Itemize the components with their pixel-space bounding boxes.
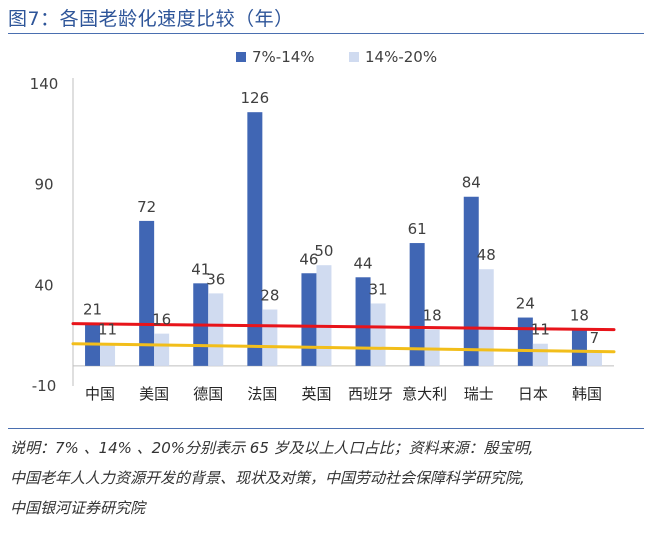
x-tick-label-7: 瑞士 [464,385,494,403]
x-tick-label-4: 英国 [301,385,331,403]
title-underline [8,33,644,34]
bar-s1-1 [139,220,155,366]
y-tick-label-2: 90 [34,176,53,194]
bar-s2-4 [316,265,332,366]
note-line-1: 说明：7% 、14% 、20%分别表示 65 岁及以上人口占比；资料来源：殷宝明… [10,439,534,457]
bar-s1-3 [247,112,263,366]
x-tick-label-3: 法国 [247,385,277,403]
data-label-s1-9: 18 [570,307,589,325]
chart-title: 图7：各国老龄化速度比较（年） [8,8,294,30]
x-tick-label-5: 西班牙 [348,385,393,403]
data-label-s2-9: 7 [590,329,600,347]
data-label-s1-3: 126 [241,89,270,107]
x-tick-label-2: 德国 [193,385,223,403]
bar-s1-5 [355,277,371,366]
bar-s2-3 [262,309,278,366]
data-label-s2-7: 48 [477,246,496,264]
data-label-s1-8: 24 [516,295,535,313]
y-tick-label-1: 40 [34,276,53,294]
data-label-s1-7: 84 [462,174,481,192]
legend-label-2: 14%-20% [365,48,437,66]
notes-divider [8,428,644,429]
bar-s2-5 [370,303,386,366]
bar-s2-1 [154,333,170,366]
bar-s1-7 [463,196,479,366]
data-label-s2-0: 11 [98,321,117,339]
data-label-s2-4: 50 [314,242,333,260]
bar-s2-8 [532,343,548,366]
bar-s1-9 [571,329,587,366]
legend-label-1: 7%-14% [252,48,315,66]
reference-line-yellow [71,342,616,354]
note-line-3: 中国银河证券研究院 [10,499,146,517]
data-label-s2-2: 36 [206,270,225,288]
notes-block: 说明：7% 、14% 、20%分别表示 65 岁及以上人口占比；资料来源：殷宝明… [10,433,650,523]
reference-line-red [71,322,616,332]
data-label-s1-2: 41 [191,260,210,278]
data-label-s2-1: 16 [152,311,171,329]
bar-s2-7 [478,269,494,366]
data-label-s2-8: 11 [531,321,550,339]
data-label-s1-4: 46 [299,250,318,268]
y-tick-label-3: 140 [30,75,59,93]
bar-s1-6 [409,243,425,366]
x-tick-label-9: 韩国 [572,385,602,403]
legend-swatch-2 [349,52,359,62]
bar-s2-2 [208,293,224,366]
data-label-s1-5: 44 [354,254,373,272]
data-label-s2-3: 28 [260,286,279,304]
data-label-s1-1: 72 [137,198,156,216]
x-tick-label-8: 日本 [518,385,548,403]
x-tick-label-1: 美国 [139,385,169,403]
bar-s2-9 [586,351,602,366]
legend-swatch-1 [236,52,246,62]
bar-s2-0 [100,343,116,366]
bar-s1-4 [301,273,317,366]
x-tick-label-6: 意大利 [402,385,447,403]
data-label-s1-6: 61 [408,220,427,238]
x-tick-label-0: 中国 [85,385,115,403]
note-line-2: 中国老年人人力资源开发的背景、现状及对策，中国劳动社会保障科学研究院, [10,469,525,487]
data-label-s1-0: 21 [83,301,102,319]
data-label-s2-5: 31 [369,280,388,298]
data-label-s2-6: 18 [423,307,442,325]
y-tick-label-0: -10 [32,377,57,395]
